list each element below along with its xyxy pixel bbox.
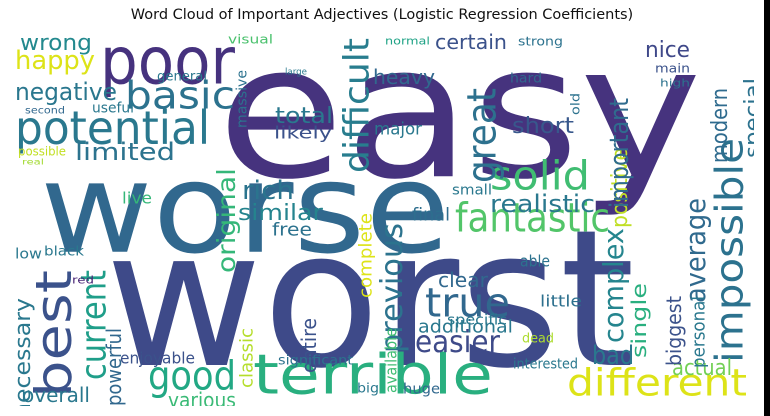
word-little: little [540, 291, 582, 311]
word-certain: certain [435, 31, 507, 54]
word-able: able [520, 251, 550, 271]
word-black: black [44, 244, 84, 260]
word-complex: complex [597, 228, 630, 343]
word-limited: limited [75, 138, 175, 166]
word-important: important [605, 98, 635, 208]
word-average: average [679, 198, 712, 303]
word-major: major [374, 119, 422, 140]
word-real: real [22, 157, 44, 167]
word-impossible: impossible [708, 138, 752, 363]
word-worst: worst [105, 189, 635, 406]
word-significant: significant [278, 353, 353, 369]
word-high: high [660, 76, 690, 90]
word-worse: worse [40, 135, 450, 282]
word-hard: hard [510, 71, 542, 87]
word-final: final [412, 204, 450, 226]
word-free: free [272, 219, 312, 241]
word-red: red [72, 273, 94, 287]
word-difficult: difficult [336, 38, 378, 173]
word-overall: overall [22, 384, 90, 406]
word-massive: massive [234, 70, 251, 128]
word-modern: modern [708, 88, 733, 163]
word-possible: possible [18, 144, 66, 159]
word-nice: nice [645, 38, 690, 63]
word-different: different [567, 362, 747, 406]
word-similar: similar [238, 201, 323, 226]
word-great: great [458, 88, 505, 183]
word-fantastic: fantastic [455, 194, 610, 241]
word-big: big [357, 381, 379, 397]
word-useful: useful [92, 100, 134, 117]
word-interested: interested [513, 356, 578, 373]
word-classic: classic [236, 328, 258, 388]
word-small: small [452, 182, 492, 199]
word-basic: basic [125, 74, 235, 118]
word-huge: huge [403, 381, 440, 398]
word-total: total [275, 104, 333, 129]
word-specific: specific [447, 312, 507, 329]
word-likely: likely [274, 123, 332, 144]
word-low: low [15, 246, 42, 263]
word-various: various [168, 389, 236, 406]
word-single: single [628, 283, 651, 358]
word-heavy: heavy [373, 66, 435, 89]
word-poor: poor [100, 28, 235, 100]
word-dead: dead [522, 331, 554, 347]
word-short: short [512, 114, 574, 139]
chart-title: Word Cloud of Important Adjectives (Logi… [130, 7, 634, 23]
word-live: live [122, 188, 152, 208]
word-complete: complete [355, 213, 377, 298]
word-original: original [213, 168, 242, 273]
word-actual: actual [672, 356, 732, 381]
word-true: true [425, 279, 510, 326]
word-second: second [25, 105, 65, 117]
word-clear: clear [438, 269, 488, 292]
word-visual: visual [228, 32, 273, 47]
word-normal: normal [385, 34, 430, 48]
word-terrible: terrible [253, 342, 493, 406]
word-strong: strong [518, 34, 563, 49]
word-biggest: biggest [663, 296, 686, 366]
word-cloud: easy worst worse poor potential terrible best b… [10, 28, 754, 406]
word-solid: solid [490, 152, 590, 199]
word-special: special [741, 78, 754, 158]
word-personal: personal [688, 296, 710, 368]
word-potential: potential [15, 102, 210, 156]
word-additional: additional [418, 316, 513, 338]
word-main: main [655, 61, 690, 76]
word-happy: happy [15, 46, 95, 76]
word-bad: bad [592, 341, 634, 371]
word-wrong: wrong [20, 31, 92, 56]
word-large: large [285, 67, 307, 78]
word-enjoyable: enjoyable [120, 348, 195, 368]
word-available: available [381, 328, 401, 393]
word-good: good [148, 352, 236, 399]
word-easier: easier [415, 325, 500, 360]
word-realistic: realistic [490, 190, 595, 218]
word-easy: easy [217, 28, 702, 221]
word-old: old [568, 93, 583, 115]
word-negative: negative [15, 78, 117, 106]
word-general: general [157, 69, 207, 85]
word-rich: rich [242, 176, 294, 206]
